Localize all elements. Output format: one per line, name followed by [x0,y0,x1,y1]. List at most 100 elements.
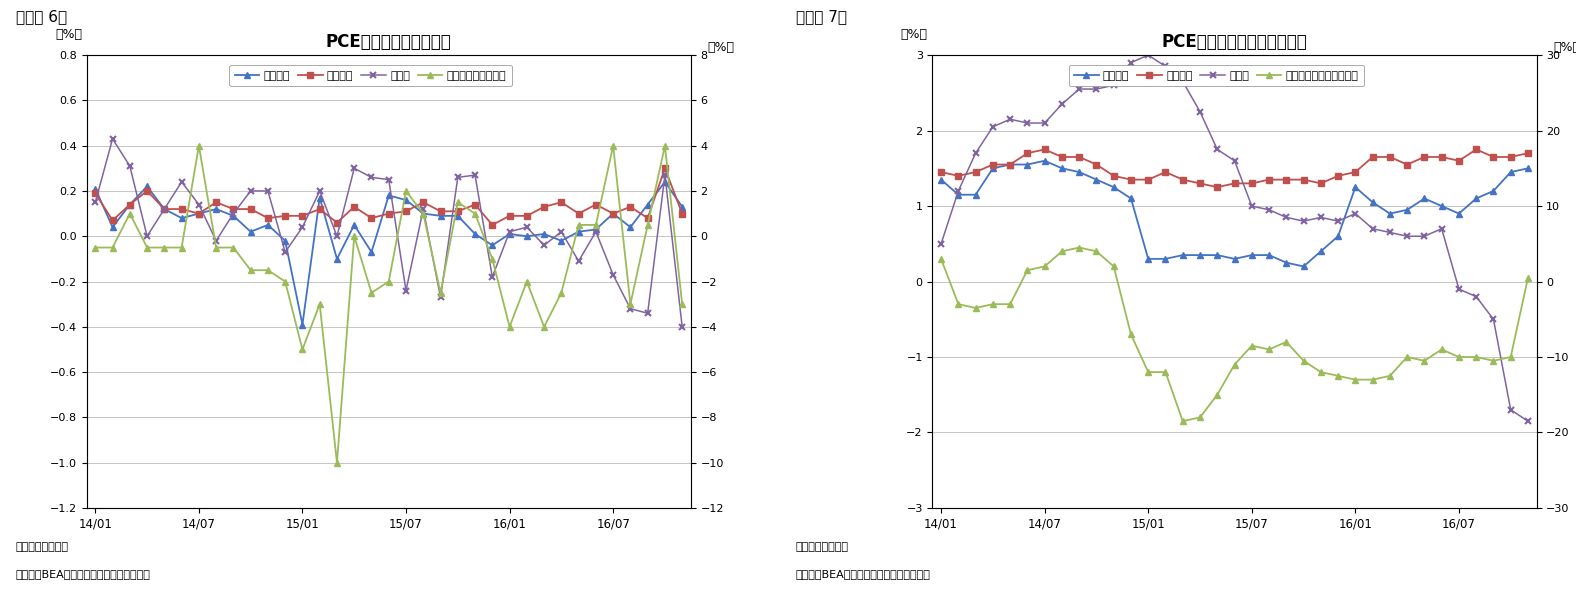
総合指数 [1070,168,1089,176]
エネルギー（右軸） [673,300,692,308]
総合指数 [1173,252,1191,259]
総合指数 [1519,165,1538,172]
コア指数 [534,203,553,211]
Line: エネルギー関連（右軸）: エネルギー関連（右軸） [938,245,1530,424]
コア指数 [448,207,466,215]
総合指数 [1363,198,1382,206]
食料品 [1415,233,1434,240]
総合指数 [1105,184,1124,191]
Y-axis label: （%）: （%） [708,42,734,54]
コア指数 [241,206,260,213]
食料品 [1018,119,1037,127]
エネルギー関連（右軸） [1329,372,1347,379]
エネルギー（右軸） [586,221,605,228]
エネルギー（右軸） [345,233,364,240]
総合指数 [432,212,451,220]
コア指数 [1018,149,1037,157]
総合指数 [1398,206,1417,214]
食料品 [1329,217,1347,225]
エネルギー（右軸） [448,198,466,206]
総合指数 [380,192,399,199]
コア指数 [397,207,416,215]
食料品 [1485,316,1504,323]
エネルギー（右軸） [85,244,104,251]
エネルギー関連（右軸） [1467,353,1486,360]
総合指数 [85,185,104,192]
総合指数 [1190,252,1209,259]
総合指数 [1415,195,1434,202]
総合指数 [500,230,519,237]
総合指数 [154,206,173,213]
食料品 [345,165,364,172]
総合指数 [1467,195,1486,202]
エネルギー（右軸） [102,244,121,251]
総合指数 [1225,255,1243,263]
食料品 [258,187,277,195]
コア指数 [1173,176,1191,183]
総合指数 [1433,203,1451,210]
コア指数 [1070,153,1089,160]
エネルギー関連（右軸） [966,304,985,312]
食料品 [172,178,191,185]
食料品 [656,171,675,179]
食料品 [1053,100,1072,108]
Title: PCE価格指数（前月比）: PCE価格指数（前月比） [326,33,452,51]
食料品 [1433,225,1451,233]
エネルギー（右軸） [310,300,329,308]
総合指数 [362,248,381,256]
Text: （注）季節調整済: （注）季節調整済 [796,542,849,551]
食料品 [586,228,605,236]
総合指数 [310,194,329,201]
エネルギー関連（右軸） [1035,263,1054,270]
Line: 食料品: 食料品 [91,135,686,330]
食料品 [673,323,692,330]
コア指数 [500,212,519,220]
食料品 [241,187,260,195]
Y-axis label: （%）: （%） [55,29,82,42]
エネルギー（右軸） [328,459,347,466]
エネルギー（右軸） [517,278,536,285]
エネルギー（右軸） [604,142,623,149]
総合指数 [102,223,121,231]
コア指数 [482,221,501,228]
エネルギー（右軸） [569,221,588,228]
エネルギー（右軸） [380,278,399,285]
総合指数 [673,203,692,211]
食料品 [638,310,657,317]
総合指数 [1450,210,1469,217]
食料品 [414,206,433,213]
コア指数 [1363,153,1382,160]
食料品 [1173,78,1191,85]
コア指数 [1190,180,1209,187]
エネルギー関連（右軸） [1173,417,1191,425]
総合指数 [1502,168,1521,176]
コア指数 [1329,172,1347,179]
総合指数 [206,206,225,213]
総合指数 [1242,252,1261,259]
エネルギー関連（右軸） [1190,414,1209,421]
エネルギー（右軸） [465,210,484,217]
エネルギー（右軸） [638,221,657,228]
食料品 [1277,214,1295,221]
総合指数 [120,201,139,208]
コア指数 [1122,176,1141,183]
コア指数 [569,210,588,217]
コア指数 [1398,161,1417,168]
総合指数 [983,165,1002,172]
エネルギー（右軸） [154,244,173,251]
食料品 [1381,229,1399,236]
コア指数 [1001,161,1020,168]
エネルギー（右軸） [137,244,156,251]
総合指数 [931,176,950,183]
コア指数 [1242,180,1261,187]
総合指数 [137,183,156,190]
エネルギー関連（右軸） [1259,346,1278,353]
食料品 [224,210,243,217]
コア指数 [328,219,347,226]
エネルギー関連（右軸） [1415,357,1434,364]
Line: エネルギー（右軸）: エネルギー（右軸） [93,143,686,466]
エネルギー（右軸） [362,289,381,296]
食料品 [120,162,139,170]
Legend: 総合指数, コア指数, 食料品, エネルギー関連（右軸）: 総合指数, コア指数, 食料品, エネルギー関連（右軸） [1069,65,1365,86]
エネルギー関連（右軸） [1450,353,1469,360]
